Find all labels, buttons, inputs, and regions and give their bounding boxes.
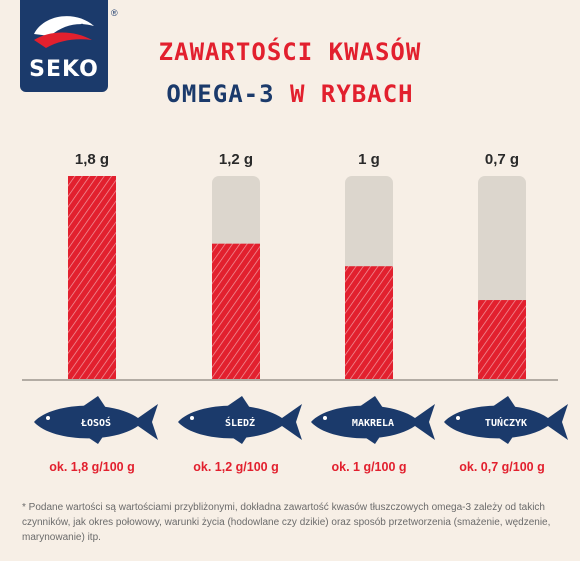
title-line-2: OMEGA-3 W RYBACH: [0, 80, 580, 108]
fish-logo-icon: [34, 16, 94, 48]
amount-label: ok. 1 g/100 g: [331, 460, 406, 474]
fish-icon: [311, 396, 435, 444]
bar: [68, 176, 116, 379]
title-omega: OMEGA-3: [166, 80, 275, 108]
amount-label: ok. 1,2 g/100 g: [193, 460, 278, 474]
bar: [478, 300, 526, 379]
omega3-chart: 1,8 g ŁOSOŚ ok. 1,8 g/100 g 1,2 g ŚLEDŹ ok. 1…: [22, 151, 568, 474]
bar: [345, 266, 393, 379]
title-w-rybach: W RYBACH: [290, 80, 414, 108]
brand-logo: SEKO: [20, 0, 108, 92]
bar-value-label: 1,8 g: [75, 151, 109, 168]
footnote: * Podane wartości są wartościami przybli…: [22, 502, 551, 543]
brand-name: SEKO: [29, 57, 99, 82]
fish-name-label: ŚLEDŹ: [225, 416, 255, 429]
title-line-1: ZAWARTOŚCI KWASÓW: [158, 38, 422, 66]
amount-label: ok. 0,7 g/100 g: [459, 460, 544, 474]
fish-name-label: ŁOSOŚ: [80, 416, 111, 429]
bar-value-label: 1 g: [358, 151, 380, 168]
fish-icon: [178, 396, 302, 444]
fish-name-label: MAKRELA: [352, 418, 394, 429]
bar: [212, 243, 260, 379]
fish-icon: [444, 396, 568, 444]
trademark-symbol: ®: [111, 8, 118, 18]
fish-name-label: TUŃCZYK: [485, 416, 527, 429]
bar-value-label: 1,2 g: [219, 151, 253, 168]
fish-icon: [34, 396, 158, 444]
bar-value-label: 0,7 g: [485, 151, 519, 168]
amount-label: ok. 1,8 g/100 g: [49, 460, 134, 474]
